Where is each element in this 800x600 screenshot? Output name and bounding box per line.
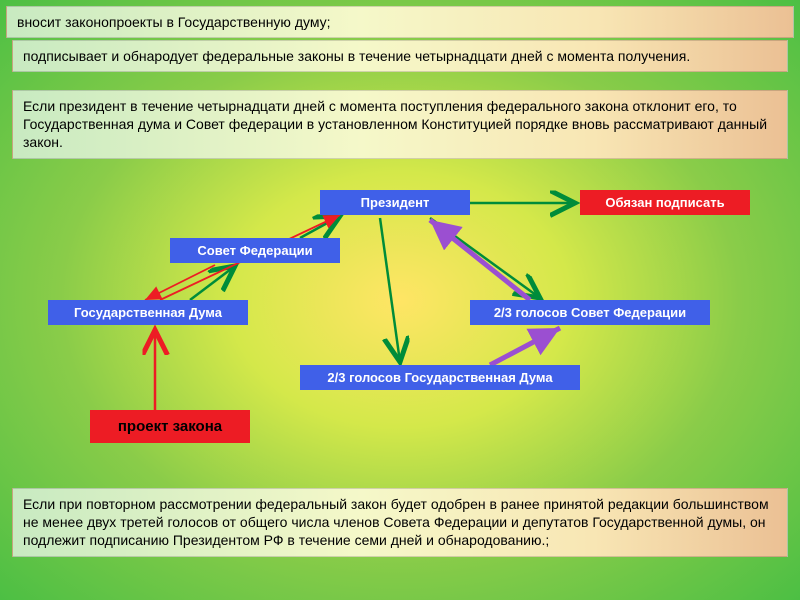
node-president: Президент xyxy=(320,190,470,215)
edge-23sf-president xyxy=(430,220,530,300)
node-sovfed: Совет Федерации xyxy=(170,238,340,263)
edge-sovfed-duma xyxy=(145,265,215,300)
info-box-2: подписывает и обнародует федеральные зак… xyxy=(12,40,788,72)
info-box-3: Если президент в течение четырнадцати дн… xyxy=(12,90,788,159)
node-23-gd: 2/3 голосов Государственная Дума xyxy=(300,365,580,390)
node-must-sign: Обязан подписать xyxy=(580,190,750,215)
node-project: проект закона xyxy=(90,410,250,443)
node-23-sf: 2/3 голосов Совет Федерации xyxy=(470,300,710,325)
info-box-1: вносит законопроекты в Государственную д… xyxy=(6,6,794,38)
edge-sovfed-president xyxy=(300,216,340,238)
edge-23gd-23sf xyxy=(490,328,560,365)
edge-duma-sovfed xyxy=(190,266,235,300)
info-box-4: Если при повторном рассмотрении федераль… xyxy=(12,488,788,557)
node-duma: Государственная Дума xyxy=(48,300,248,325)
edge-president-23sf xyxy=(430,218,540,298)
process-diagram: Президент Обязан подписать Совет Федерац… xyxy=(0,160,800,480)
edge-president-23gd xyxy=(380,218,400,362)
